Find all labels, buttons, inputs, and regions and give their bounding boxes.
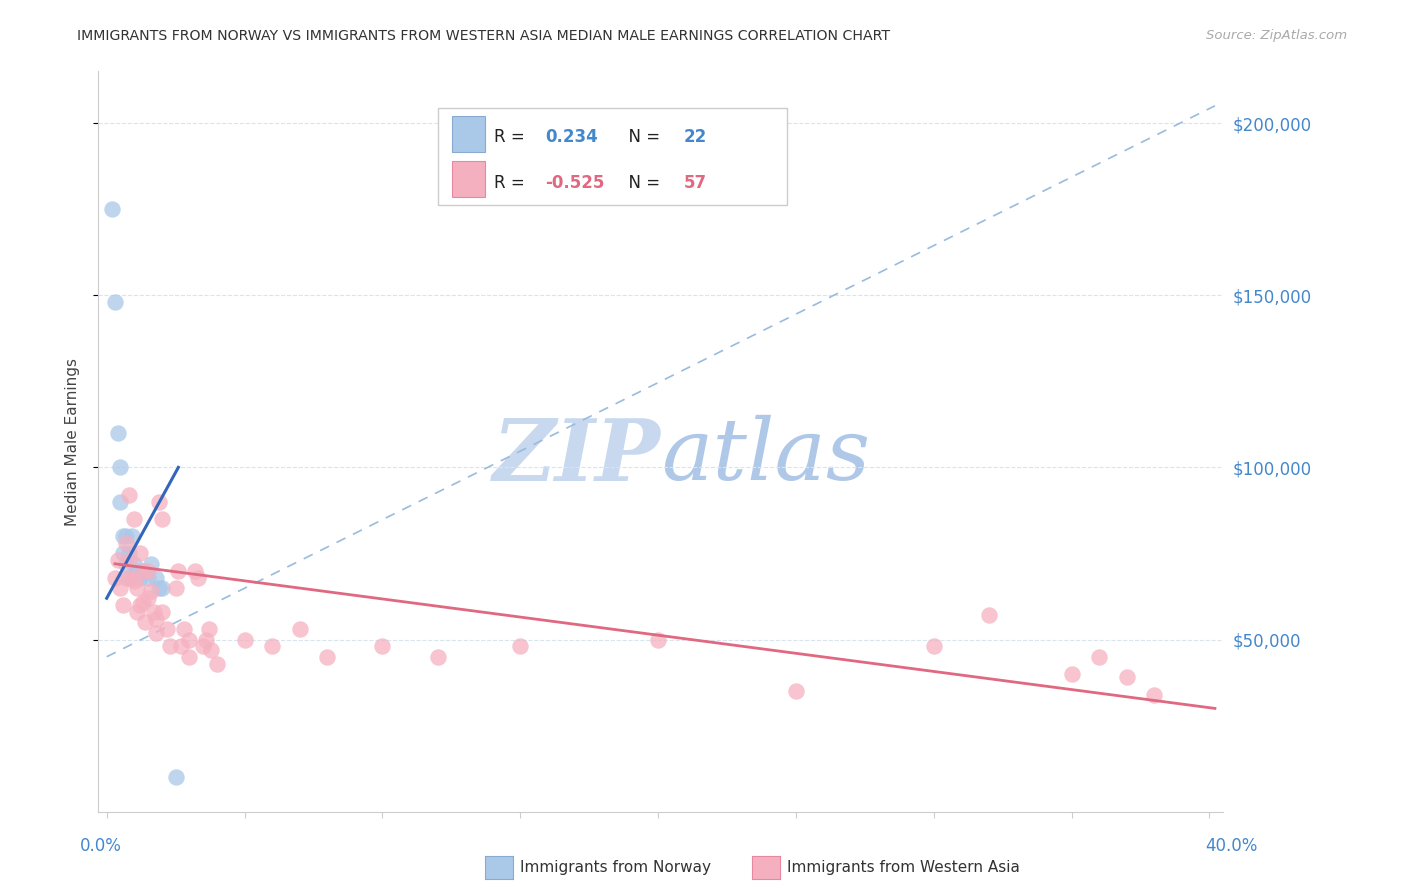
Point — [128, 570, 150, 584]
Point — [121, 570, 143, 584]
Point — [200, 643, 222, 657]
Point — [136, 591, 159, 606]
Point — [509, 640, 531, 654]
Point — [1115, 670, 1137, 684]
Text: N =: N = — [619, 128, 665, 146]
Point — [148, 581, 170, 595]
Point — [165, 770, 187, 784]
Text: 0.0%: 0.0% — [80, 837, 122, 855]
Point — [262, 640, 284, 654]
Text: 0.234: 0.234 — [546, 128, 598, 146]
Text: 57: 57 — [683, 175, 706, 193]
Point — [131, 595, 153, 609]
Point — [131, 564, 153, 578]
Point — [179, 632, 201, 647]
Point — [139, 557, 162, 571]
Point — [134, 615, 156, 630]
Point — [233, 632, 256, 647]
Point — [156, 622, 179, 636]
Point — [194, 632, 217, 647]
Point — [145, 625, 167, 640]
Point — [125, 564, 148, 578]
Point — [148, 495, 170, 509]
Point — [107, 553, 129, 567]
Point — [118, 553, 141, 567]
Point — [173, 622, 195, 636]
Point — [122, 574, 145, 588]
Point — [104, 570, 127, 584]
Point — [121, 529, 143, 543]
Point — [122, 557, 145, 571]
Point — [426, 649, 449, 664]
Point — [118, 488, 141, 502]
Point — [118, 546, 141, 560]
Point — [1060, 667, 1083, 681]
Point — [142, 605, 165, 619]
Point — [104, 295, 127, 310]
Point — [128, 598, 150, 612]
Point — [179, 649, 201, 664]
Text: Immigrants from Norway: Immigrants from Norway — [520, 860, 711, 874]
Point — [110, 495, 132, 509]
Bar — [451, 116, 485, 152]
Point — [371, 640, 394, 654]
Point — [115, 529, 138, 543]
Point — [145, 612, 167, 626]
Point — [136, 570, 159, 584]
Bar — [451, 161, 485, 197]
Point — [107, 425, 129, 440]
Point — [112, 546, 135, 560]
Point — [205, 657, 228, 671]
Point — [112, 598, 135, 612]
Text: IMMIGRANTS FROM NORWAY VS IMMIGRANTS FROM WESTERN ASIA MEDIAN MALE EARNINGS CORR: IMMIGRANTS FROM NORWAY VS IMMIGRANTS FRO… — [77, 29, 890, 43]
Point — [115, 557, 138, 571]
Point — [128, 546, 150, 560]
Text: Source: ZipAtlas.com: Source: ZipAtlas.com — [1206, 29, 1347, 42]
Text: atlas: atlas — [661, 415, 870, 498]
Point — [785, 684, 807, 698]
Point — [197, 622, 219, 636]
Point — [101, 202, 124, 216]
Point — [193, 640, 215, 654]
Point — [170, 640, 193, 654]
Point — [1143, 688, 1166, 702]
Point — [136, 564, 159, 578]
Point — [288, 622, 311, 636]
Point — [150, 512, 173, 526]
Point — [131, 564, 153, 578]
Point — [977, 608, 1000, 623]
Point — [150, 581, 173, 595]
Point — [647, 632, 669, 647]
Text: 22: 22 — [683, 128, 707, 146]
Text: 40.0%: 40.0% — [1205, 837, 1258, 855]
Text: N =: N = — [619, 175, 665, 193]
Point — [118, 570, 141, 584]
Point — [184, 564, 207, 578]
Point — [112, 529, 135, 543]
Point — [122, 512, 145, 526]
Y-axis label: Median Male Earnings: Median Male Earnings — [65, 358, 80, 525]
Point — [167, 564, 190, 578]
Point — [139, 584, 162, 599]
Point — [316, 649, 339, 664]
Point — [165, 581, 187, 595]
Text: R =: R = — [495, 175, 530, 193]
Text: R =: R = — [495, 128, 530, 146]
Point — [125, 581, 148, 595]
Text: ZIP: ZIP — [494, 415, 661, 498]
Point — [187, 570, 209, 584]
Text: -0.525: -0.525 — [546, 175, 605, 193]
Point — [150, 605, 173, 619]
Point — [145, 570, 167, 584]
Point — [110, 581, 132, 595]
Point — [1088, 649, 1111, 664]
Point — [922, 640, 945, 654]
FancyBboxPatch shape — [439, 109, 787, 204]
Point — [110, 460, 132, 475]
Point — [115, 536, 138, 550]
Point — [159, 640, 181, 654]
Text: Immigrants from Western Asia: Immigrants from Western Asia — [787, 860, 1021, 874]
Point — [125, 605, 148, 619]
Point — [115, 570, 138, 584]
